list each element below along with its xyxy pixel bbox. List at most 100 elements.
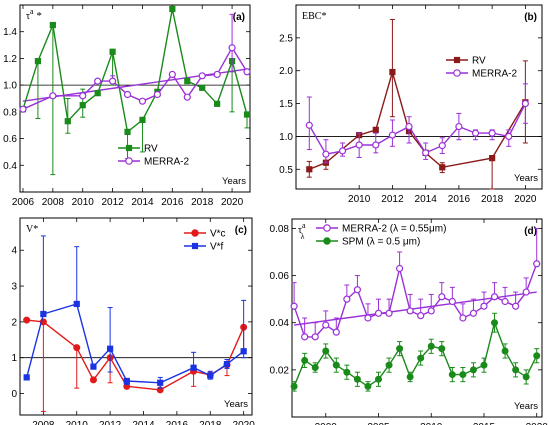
series-line: [309, 69, 527, 170]
legend-entry: MERRA-2: [144, 157, 189, 168]
series-v-c: [23, 316, 248, 412]
y-tick-label: 1: [11, 353, 17, 364]
data-point: [90, 363, 97, 370]
data-point: [374, 375, 382, 383]
data-point: [107, 345, 114, 352]
data-point: [471, 129, 480, 137]
data-point: [305, 121, 313, 129]
data-point: [64, 118, 71, 125]
y-axis-label: τa *: [26, 7, 42, 22]
panel-c: 2008 2010 2012 2014 2016 2018 2020 0 1 2 3 4 V* (c) Ye…: [11, 217, 256, 425]
y-tick-label: 0.5: [279, 165, 293, 176]
x-axis-label: Years: [514, 401, 538, 412]
data-point: [501, 347, 509, 355]
data-point: [480, 302, 488, 310]
data-point: [190, 364, 197, 371]
y-tick-label: 1.0: [3, 81, 17, 92]
x-tick-label: 2020: [221, 197, 244, 208]
series-line: [293, 320, 538, 388]
data-point: [306, 166, 313, 173]
x-tick-label: 2008: [32, 420, 55, 425]
x-tick-label: 2012: [381, 194, 404, 205]
x-tick-label: 2000: [315, 422, 338, 425]
x-axis-label: Years: [224, 399, 248, 410]
data-point: [138, 97, 147, 105]
data-point: [19, 105, 27, 113]
x-tick-label: 2018: [199, 420, 222, 425]
x-tick-label: 2010: [72, 197, 95, 208]
legend-marker: [323, 237, 331, 245]
data-point: [512, 302, 520, 310]
data-point: [213, 70, 221, 79]
legend-marker: [453, 56, 461, 64]
series-rv: [19, 5, 251, 176]
y-tick-label: 0.02: [270, 365, 290, 376]
data-point: [372, 141, 380, 149]
data-point: [322, 150, 330, 158]
y-tick-label: 0.06: [270, 271, 290, 282]
data-point: [198, 72, 206, 80]
legend: MERRA-2 (λ = 0.55μm) SPM (λ = 0.5 μm): [316, 224, 446, 248]
data-point: [448, 371, 456, 379]
data-point: [243, 68, 251, 76]
plot-frame-a: [19, 4, 251, 193]
panel-label: (c): [235, 225, 247, 236]
data-point: [243, 111, 251, 118]
series-merra-2: [19, 13, 251, 113]
plot-frame-b: [295, 4, 543, 190]
data-point: [395, 264, 404, 273]
data-point: [311, 364, 319, 371]
x-tick-label: 2020: [233, 420, 256, 425]
data-point: [491, 319, 499, 327]
plot-frame-d: [291, 218, 543, 418]
data-point: [385, 309, 393, 317]
x-tick-label: 2008: [42, 197, 65, 208]
y-axis-label: EBC*: [302, 11, 326, 22]
data-point: [157, 379, 164, 386]
data-point: [388, 131, 397, 139]
data-point: [396, 345, 404, 353]
data-point: [522, 373, 530, 381]
data-point: [405, 122, 413, 131]
data-point: [488, 129, 496, 137]
series-merra-2-0-55-m: [290, 227, 541, 341]
data-point: [23, 374, 30, 381]
legend: RV MERRA-2: [118, 144, 189, 168]
data-point: [290, 302, 298, 310]
series-line: [308, 103, 527, 155]
series-line: [293, 263, 538, 338]
data-point: [184, 78, 191, 85]
y-tick-label: 3: [11, 282, 17, 293]
data-point: [301, 356, 309, 364]
data-point: [153, 90, 162, 99]
data-point: [322, 321, 330, 329]
x-tick-label: 2016: [161, 197, 184, 208]
data-point: [168, 70, 176, 79]
data-point: [469, 309, 478, 317]
x-tick-label: 2006: [12, 197, 35, 208]
y-tick-label: 0.4: [3, 161, 17, 172]
data-point: [417, 354, 425, 362]
data-point: [40, 310, 47, 318]
x-tick-label: 2005: [367, 422, 390, 425]
data-point: [355, 141, 363, 149]
data-point: [459, 371, 467, 379]
y-tick-label: 1.5: [279, 99, 293, 110]
data-point: [73, 344, 81, 352]
data-point: [406, 373, 414, 381]
data-point: [353, 375, 361, 383]
data-point: [214, 100, 221, 107]
y-tick-label: 4: [11, 246, 17, 257]
data-point: [459, 314, 467, 322]
x-axis-label: Years: [514, 173, 538, 184]
data-point: [332, 328, 340, 336]
data-point: [533, 352, 541, 360]
data-point: [439, 164, 446, 171]
x-tick-label: 2010: [348, 194, 371, 205]
panel-d: 2000 2005 2010 2015 2020 0.02 0.04 0.06 0.08 τaλ (…: [270, 218, 548, 425]
data-point: [406, 307, 414, 315]
legend-entry: RV: [144, 144, 158, 155]
data-point: [223, 361, 231, 368]
panel-b: 2010 2012 2014 2016 2018 2020 0.5 1.0 1.5 2.0 2.5 E…: [279, 4, 543, 205]
